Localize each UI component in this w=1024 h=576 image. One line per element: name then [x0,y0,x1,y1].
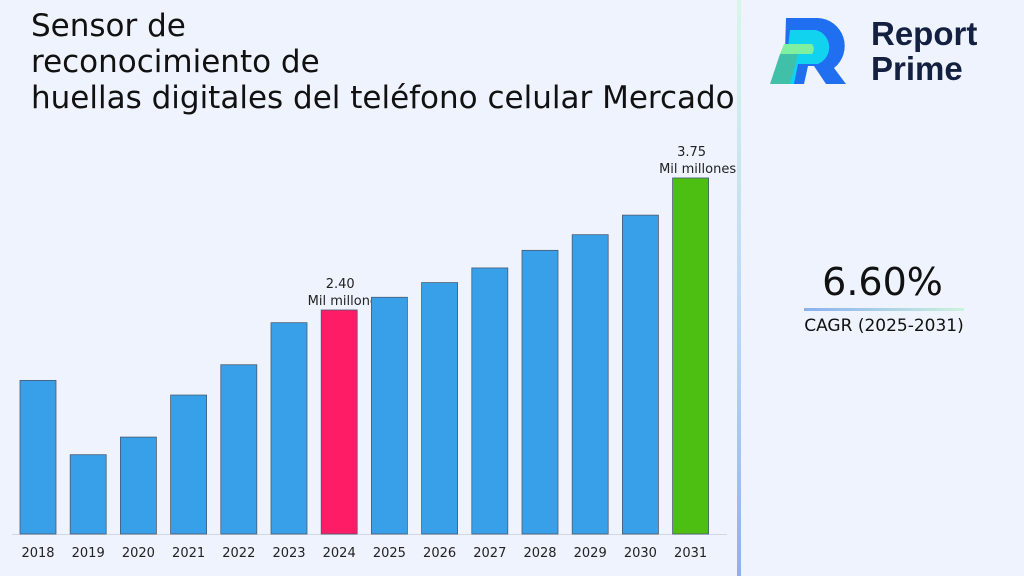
title-line-2: reconocimiento de [31,44,320,80]
bar-2018 [19,379,57,535]
x-tick-2024: 2024 [323,546,356,561]
x-tick-2022: 2022 [222,546,255,561]
x-tick-2018: 2018 [21,546,54,561]
x-tick-2030: 2030 [624,546,657,561]
data-label-unit-2031: Mil millones [659,162,736,177]
x-tick-2027: 2027 [473,546,506,561]
logo-text: Report Prime [871,16,977,86]
logo-line-2: Prime [871,50,963,87]
bar-2024 [320,309,358,535]
divider [737,0,741,576]
data-label-value-2024: 2.40 [326,277,355,292]
chart-title: Sensor de reconocimiento de huellas digi… [31,8,811,116]
bar-2026 [421,282,459,535]
bar-2028 [521,249,559,535]
bar-2022 [220,364,258,535]
x-tick-2023: 2023 [272,546,305,561]
x-tick-2021: 2021 [172,546,205,561]
report-prime-logo: Report Prime [768,16,1008,86]
bar-2031 [672,177,709,535]
data-label-unit-2024: Mil millones [308,294,385,309]
bar-2027 [471,267,509,535]
x-tick-2028: 2028 [523,546,556,561]
bar-2025 [370,296,408,535]
bar-2023 [270,322,308,535]
bar-2021 [170,394,208,535]
x-tick-2025: 2025 [373,546,406,561]
logo-line-1: Report [871,15,978,52]
bar-2029 [571,234,609,535]
title-line-1: Sensor de [31,8,186,44]
logo-mark-icon [770,18,846,84]
title-line-3: huellas digitales del teléfono celular M… [31,80,735,116]
cagr-underline [804,308,964,311]
cagr-label: CAGR (2025-2031) [804,316,964,336]
data-label-value-2031: 3.75 [677,145,706,160]
x-tick-2020: 2020 [122,546,155,561]
cagr-value: 6.60% [822,260,943,304]
x-tick-2026: 2026 [423,546,456,561]
x-tick-2029: 2029 [574,546,607,561]
bar-chart: 2018 2019 2020 2021 2022 2023 2024 2.40 Mil mill… [12,145,736,561]
x-tick-2031: 2031 [674,546,707,561]
bar-2030 [622,214,659,535]
bar-2019 [69,454,107,535]
bar-2020 [120,436,157,535]
x-tick-2019: 2019 [72,546,105,561]
